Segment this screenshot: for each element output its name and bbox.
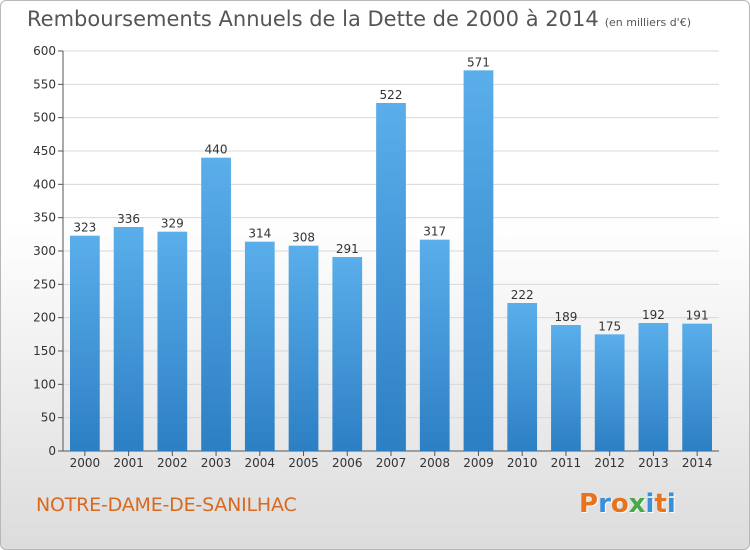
x-tick-label-2004: 2004	[245, 456, 276, 470]
logo-letter: P	[579, 489, 599, 519]
value-label-2009: 571	[467, 55, 490, 69]
x-tick-label-2003: 2003	[201, 456, 232, 470]
value-label-2006: 291	[336, 242, 359, 256]
x-tick-label-2013: 2013	[638, 456, 669, 470]
bar-2002	[157, 231, 188, 451]
chart-subtitle: (en milliers d'€)	[604, 16, 691, 29]
logo-letter: r	[598, 489, 611, 519]
bar-2008	[419, 239, 450, 451]
x-tick-label-2014: 2014	[682, 456, 713, 470]
value-label-2012: 175	[598, 319, 621, 333]
y-tick-label: 250	[33, 277, 56, 291]
bar-2004	[244, 241, 275, 451]
chart-title: Remboursements Annuels de la Dette de 20…	[27, 7, 691, 31]
y-tick-label: 350	[33, 211, 56, 225]
value-label-2000: 323	[73, 221, 96, 235]
bar-2006	[332, 257, 363, 451]
logo-letter: i	[666, 489, 676, 519]
x-tick-label-2005: 2005	[288, 456, 319, 470]
bar-2010	[507, 303, 538, 451]
x-tick-label-2007: 2007	[376, 456, 407, 470]
commune-name: NOTRE-DAME-DE-SANILHAC	[36, 494, 297, 516]
x-tick-label-2006: 2006	[332, 456, 363, 470]
y-tick-label: 200	[33, 311, 56, 325]
x-tick-label-2000: 2000	[70, 456, 101, 470]
logo-letter: o	[610, 489, 629, 519]
bar-2001	[113, 227, 144, 451]
x-tick-label-2001: 2001	[113, 456, 144, 470]
x-tick-label-2010: 2010	[507, 456, 538, 470]
axes: 0 50 100 150 200 250 300 350 400 450 500 550 600 2000…	[33, 44, 719, 470]
x-tick-label-2008: 2008	[419, 456, 450, 470]
y-tick-label: 400	[33, 177, 56, 191]
value-label-2003: 440	[205, 143, 228, 157]
logo-letter: t	[654, 489, 667, 519]
value-label-2010: 222	[511, 288, 534, 302]
bar-2009	[463, 70, 494, 451]
y-tick-label: 100	[33, 377, 56, 391]
value-label-2007: 522	[380, 88, 403, 102]
bar-2013	[638, 323, 669, 451]
y-tick-label: 0	[48, 444, 56, 458]
bar-2003	[201, 157, 231, 451]
value-label-2008: 317	[423, 225, 446, 239]
y-tick-label: 150	[33, 344, 56, 358]
bar-2014	[682, 323, 713, 451]
value-label-2011: 189	[554, 310, 577, 324]
bars: 323 336 329 440 314 308 291 522 317 571 222 189 175 1…	[69, 55, 713, 451]
y-tick-label: 450	[33, 144, 56, 158]
value-label-2013: 192	[642, 308, 665, 322]
value-label-2014: 191	[686, 309, 709, 323]
x-tick-label-2002: 2002	[157, 456, 188, 470]
value-label-2005: 308	[292, 231, 315, 245]
y-tick-label: 600	[33, 44, 56, 58]
bar-2000	[69, 235, 100, 451]
y-tick-label: 550	[33, 77, 56, 91]
logo-letter: i	[645, 489, 655, 519]
value-label-2002: 329	[161, 217, 184, 231]
bar-2011	[551, 325, 581, 451]
y-tick-label: 50	[41, 411, 56, 425]
x-tick-label-2009: 2009	[463, 456, 494, 470]
x-tick-label-2011: 2011	[551, 456, 582, 470]
bar-2007	[376, 103, 406, 451]
bar-2005	[288, 245, 319, 451]
bar-2012	[594, 334, 625, 451]
proxiti-logo: Proxiti	[579, 489, 676, 519]
value-label-2001: 336	[117, 212, 140, 226]
y-tick-label: 300	[33, 244, 56, 258]
logo-letter: x	[628, 489, 646, 519]
y-tick-label: 500	[33, 111, 56, 125]
x-tick-label-2012: 2012	[594, 456, 625, 470]
value-label-2004: 314	[248, 227, 271, 241]
